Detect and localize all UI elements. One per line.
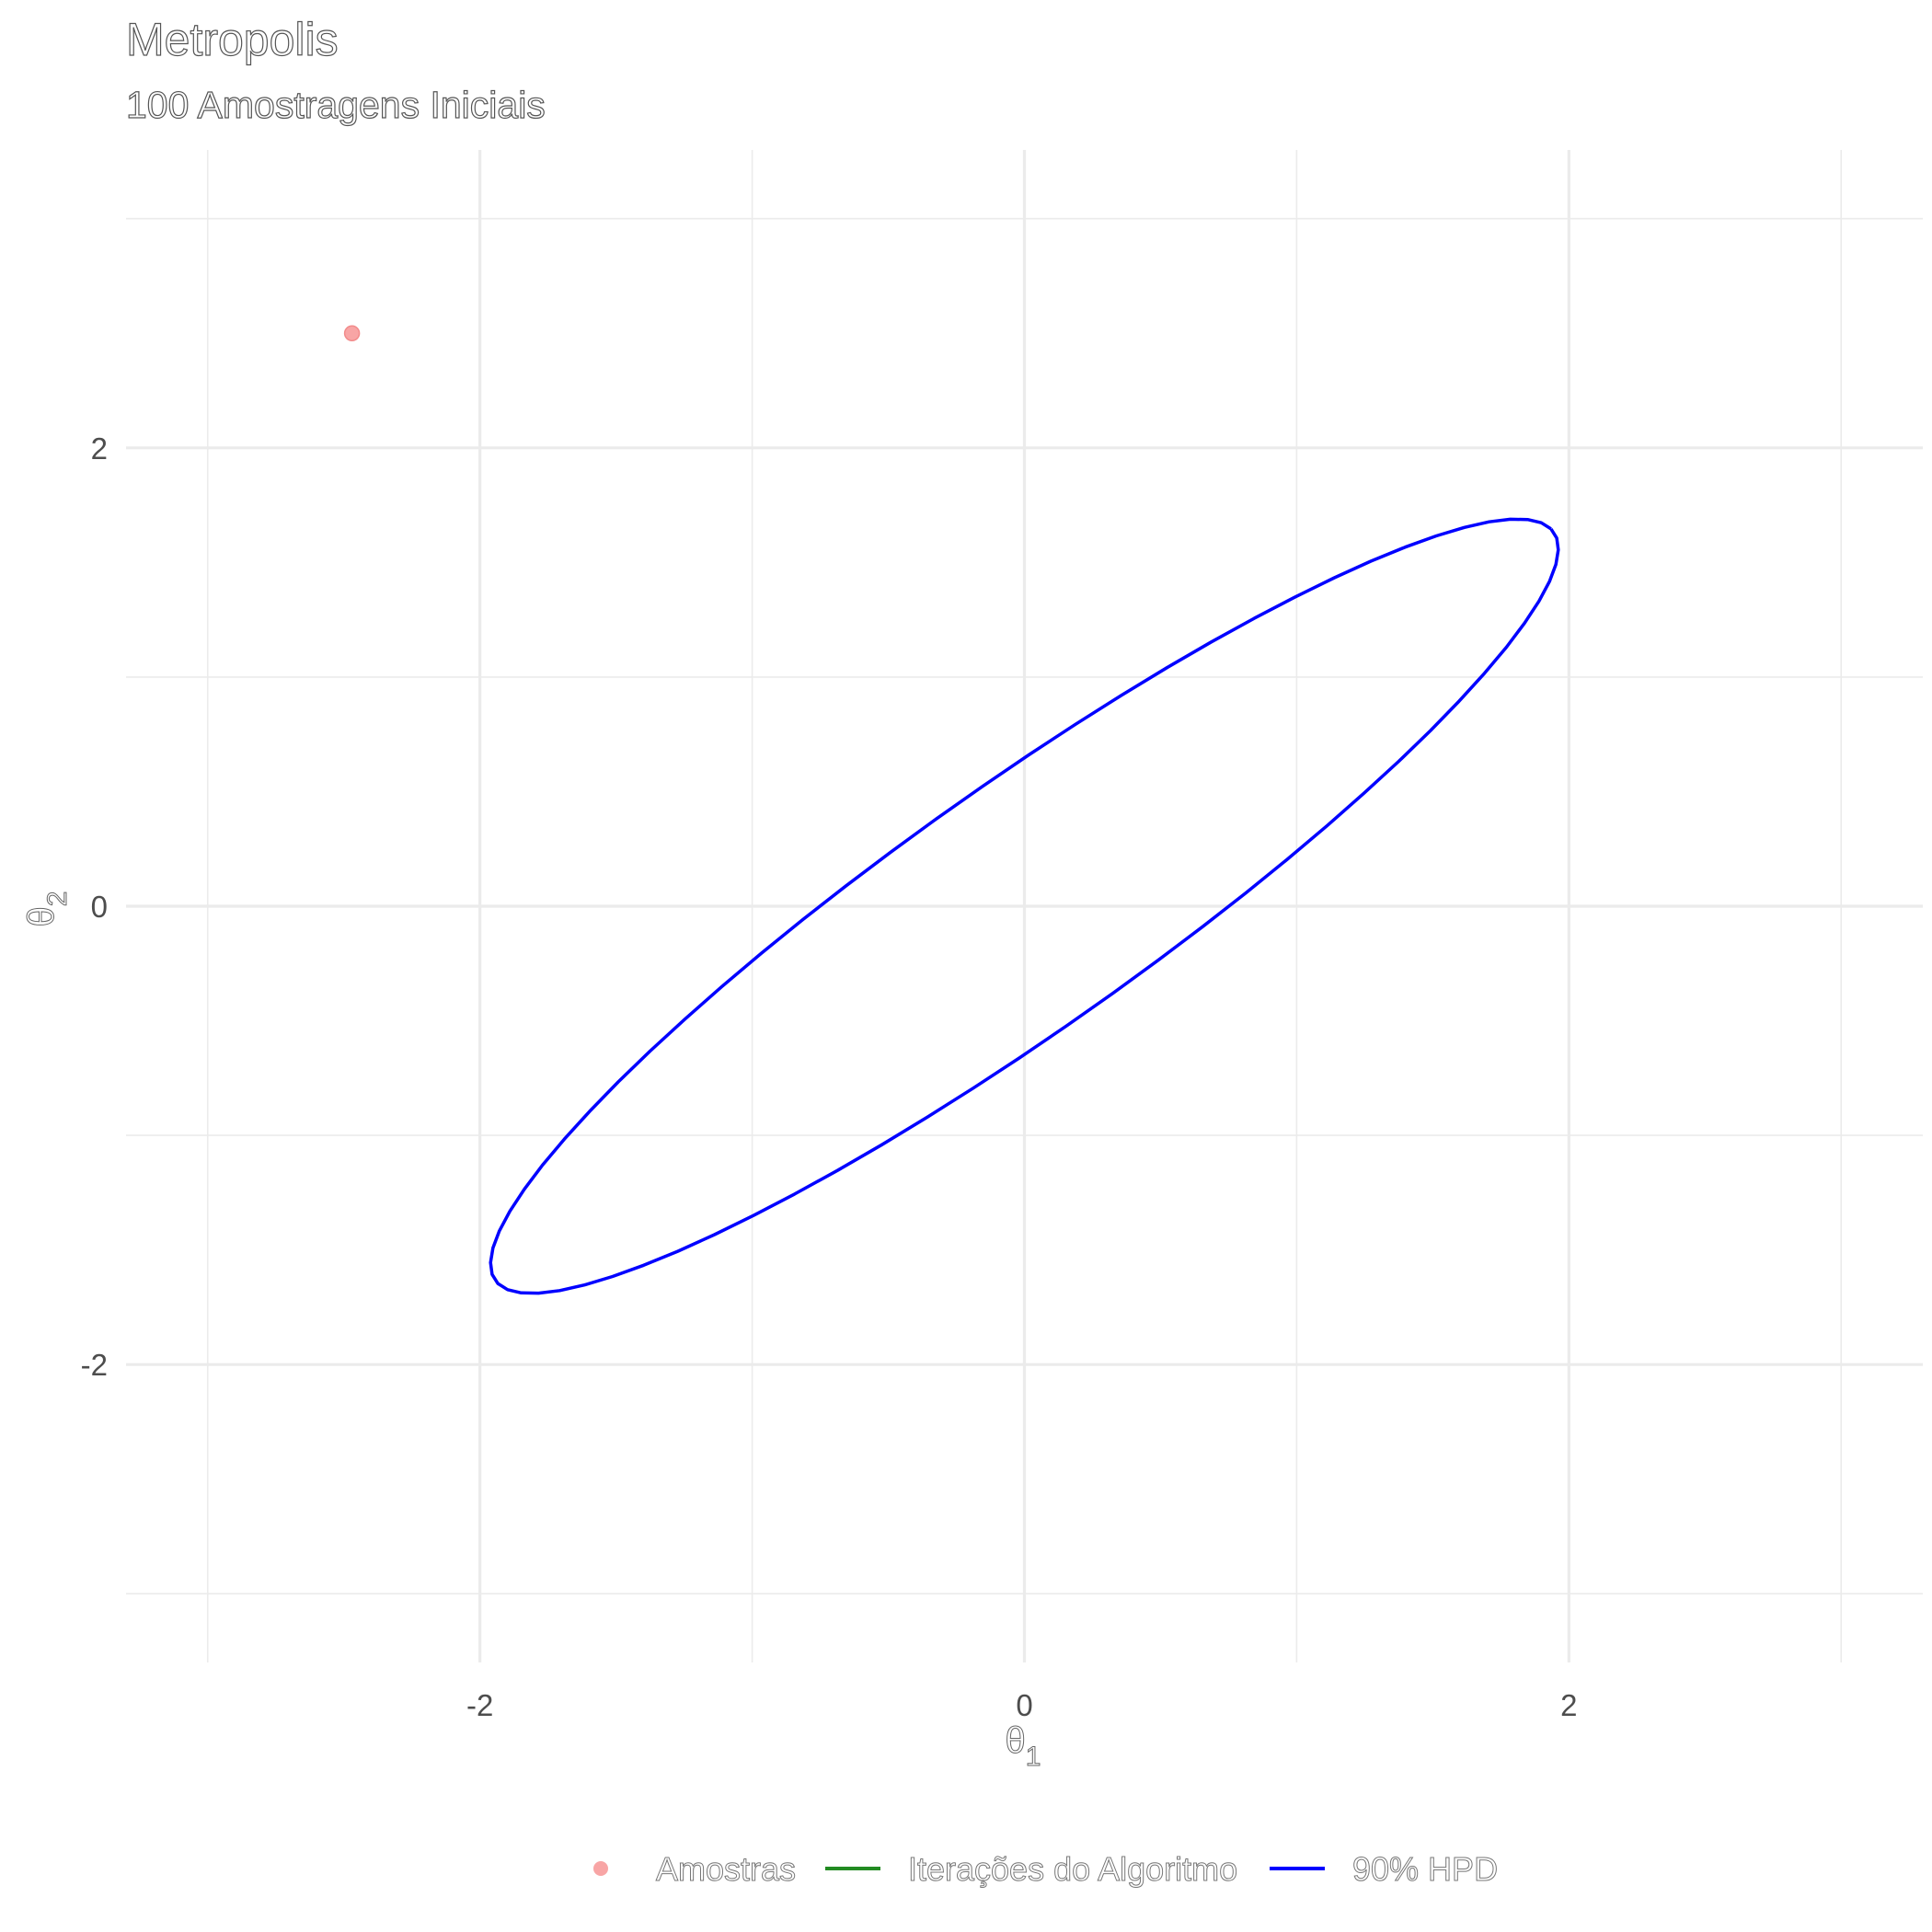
legend-label-hpd: 90% HPD (1352, 1850, 1498, 1888)
tick-labels: -2 0 2 -2 0 2 (81, 431, 1578, 1722)
legend: Amostras Iterações do Algoritmo 90% HPD (593, 1850, 1499, 1889)
y-axis-label-subscript: 2 (42, 891, 73, 907)
sample-point (343, 325, 361, 342)
x-axis-label-symbol: θ (1006, 1720, 1026, 1761)
chart-title: Metropolis (126, 14, 339, 65)
x-tick-label: -2 (466, 1688, 493, 1722)
legend-label-iteracoes: Iterações do Algoritmo (908, 1850, 1237, 1888)
y-axis-label: θ2 (21, 891, 74, 927)
plot-series (343, 325, 1560, 1295)
svg-text:θ1: θ1 (1006, 1720, 1041, 1772)
y-tick-label: -2 (81, 1348, 108, 1382)
y-axis-label-symbol: θ (21, 906, 62, 926)
grid-major (126, 150, 1923, 1662)
chart-subtitle: 100 Amostragens Iniciais (126, 84, 546, 126)
legend-key-amostras (593, 1861, 608, 1876)
y-tick-label: 2 (91, 431, 108, 466)
legend-label-amostras: Amostras (656, 1850, 796, 1888)
hpd-ellipse (489, 517, 1560, 1295)
y-tick-label: 0 (91, 890, 108, 924)
svg-text:θ2: θ2 (21, 891, 73, 927)
x-axis-label: θ1 (1005, 1720, 1041, 1773)
x-tick-label: 0 (1016, 1688, 1032, 1722)
x-tick-label: 2 (1560, 1688, 1577, 1722)
x-axis-label-subscript: 1 (1026, 1742, 1041, 1772)
